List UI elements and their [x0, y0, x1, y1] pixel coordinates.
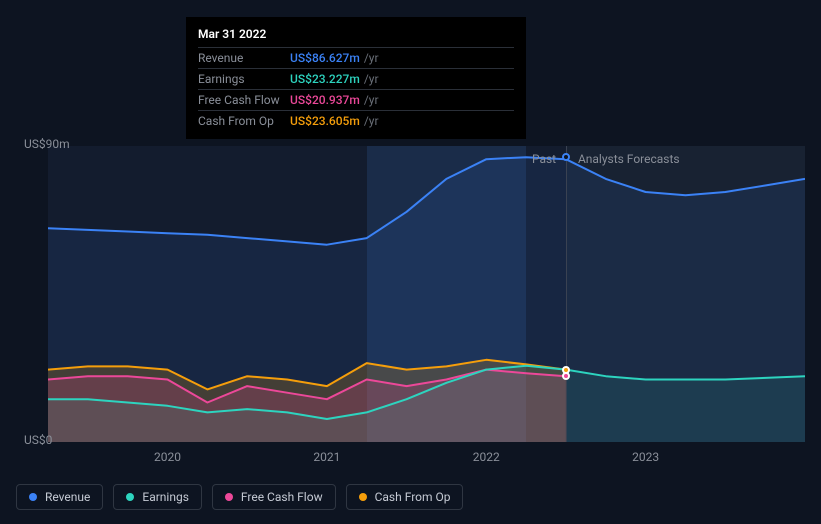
tooltip-date: Mar 31 2022 — [198, 27, 514, 41]
forecast-label: Analysts Forecasts — [578, 152, 680, 166]
legend-item[interactable]: Free Cash Flow — [212, 484, 336, 510]
tooltip-label: Free Cash Flow — [198, 93, 290, 107]
legend-item[interactable]: Revenue — [16, 484, 103, 510]
legend-label: Free Cash Flow — [241, 490, 323, 504]
legend-dot-icon — [359, 493, 367, 501]
tooltip-row: EarningsUS$23.227m/yr — [198, 68, 514, 89]
chart-container: Past Analysts Forecasts US$90m US$0 2020 20… — [16, 118, 805, 480]
x-axis-label: 2021 — [313, 450, 340, 464]
legend-label: Revenue — [45, 490, 90, 504]
tooltip-label: Revenue — [198, 51, 290, 65]
tooltip-row: RevenueUS$86.627m/yr — [198, 47, 514, 68]
tooltip-row: Free Cash FlowUS$20.937m/yr — [198, 89, 514, 110]
x-axis-label: 2020 — [154, 450, 181, 464]
split-divider — [566, 146, 567, 442]
tooltip-label: Cash From Op — [198, 114, 290, 128]
tooltip-unit: /yr — [364, 51, 379, 65]
x-axis-label: 2022 — [473, 450, 500, 464]
legend-dot-icon — [225, 493, 233, 501]
hover-marker-icon — [562, 372, 570, 380]
chart-svg — [48, 146, 805, 442]
tooltip-value: US$86.627m — [290, 51, 360, 65]
legend-item[interactable]: Cash From Op — [346, 484, 464, 510]
past-label: Past — [532, 152, 556, 166]
split-marker-icon — [562, 153, 570, 161]
chart-tooltip: Mar 31 2022 RevenueUS$86.627m/yrEarnings… — [186, 17, 526, 139]
tooltip-value: US$23.605m — [290, 114, 360, 128]
tooltip-value: US$20.937m — [290, 93, 360, 107]
tooltip-unit: /yr — [364, 93, 379, 107]
legend-item[interactable]: Earnings — [113, 484, 202, 510]
tooltip-label: Earnings — [198, 72, 290, 86]
legend-label: Cash From Op — [375, 490, 451, 504]
tooltip-value: US$23.227m — [290, 72, 360, 86]
legend: Revenue Earnings Free Cash Flow Cash From O… — [16, 484, 463, 510]
tooltip-unit: /yr — [364, 114, 379, 128]
x-axis-label: 2023 — [632, 450, 659, 464]
tooltip-unit: /yr — [364, 72, 379, 86]
legend-dot-icon — [29, 493, 37, 501]
y-axis-label: US$90m — [24, 137, 70, 151]
legend-label: Earnings — [142, 490, 189, 504]
legend-dot-icon — [126, 493, 134, 501]
y-axis-label: US$0 — [24, 433, 52, 447]
tooltip-row: Cash From OpUS$23.605m/yr — [198, 110, 514, 131]
plot-area[interactable]: Past Analysts Forecasts — [48, 146, 805, 442]
